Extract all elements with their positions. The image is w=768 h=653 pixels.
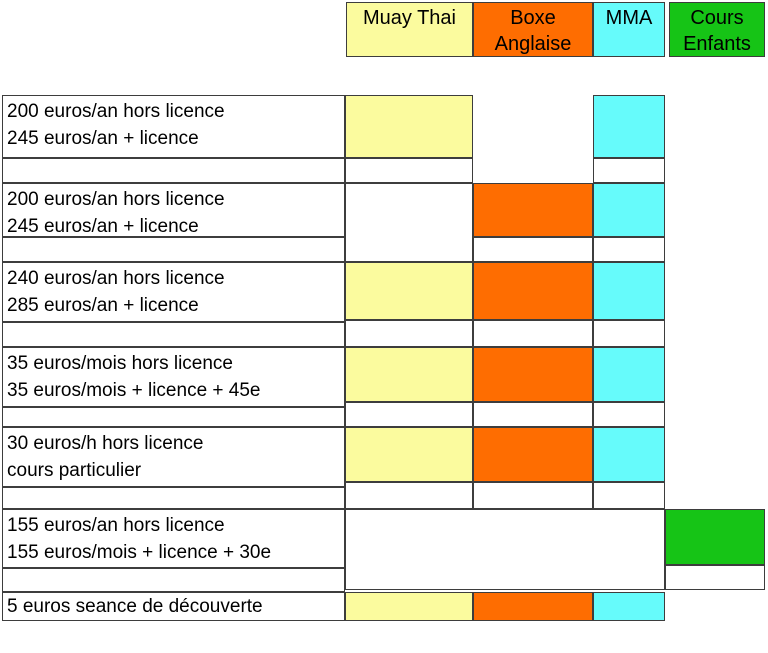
cell-r4-muay-thai [345, 347, 473, 402]
cell-s4-muay-thai [345, 402, 473, 427]
header-mma-label: MMA [605, 7, 653, 29]
price-line: 200 euros/an hors licence [7, 101, 225, 122]
spacer-row-5 [2, 487, 345, 509]
cell-r5-boxe-anglaise [473, 427, 593, 482]
cell-r6-merged-empty [345, 509, 665, 590]
cell-s5-mma [593, 482, 665, 509]
price-row-4: 35 euros/mois hors licence 35 euros/mois… [2, 347, 345, 407]
spacer-row-6 [2, 568, 345, 592]
price-line: 245 euros/an + licence [7, 216, 199, 237]
header-muay-thai-label: Muay Thai [362, 7, 456, 29]
header-boxe-anglaise: Boxe Anglaise [473, 2, 593, 57]
header-mma: MMA [593, 2, 665, 57]
price-line: 245 euros/an + licence [7, 128, 199, 149]
cell-s3-boxe-anglaise [473, 320, 593, 347]
price-line: 35 euros/mois hors licence [7, 353, 233, 374]
price-row-3: 240 euros/an hors licence 285 euros/an +… [2, 262, 345, 322]
price-row-5: 30 euros/h hors licence cours particulie… [2, 427, 345, 487]
price-line: 285 euros/an + licence [7, 295, 199, 316]
price-line: 240 euros/an hors licence [7, 268, 225, 289]
cell-s1-mma [593, 158, 665, 183]
cell-s4-boxe-anglaise [473, 402, 593, 427]
header-cours-enfants: Cours Enfants [669, 2, 765, 57]
cell-s6-cours-enfants [665, 565, 765, 590]
cell-r2-boxe-anglaise [473, 183, 593, 237]
cell-r2-muay-thai-empty [345, 183, 473, 262]
cell-s2-boxe-anglaise [473, 237, 593, 262]
cell-s1-muay-thai [345, 158, 473, 183]
cell-s3-mma [593, 320, 665, 347]
price-row-6: 155 euros/an hors licence 155 euros/mois… [2, 509, 345, 568]
cell-r2-mma [593, 183, 665, 237]
spacer-row-4 [2, 407, 345, 427]
cell-r3-mma [593, 262, 665, 320]
header-cours-enfants-label: Cours Enfants [683, 7, 751, 55]
spacer-row-1 [2, 158, 345, 183]
price-line: 30 euros/h hors licence [7, 433, 204, 454]
cell-r3-muay-thai [345, 262, 473, 320]
cell-s5-muay-thai [345, 482, 473, 509]
cell-r5-mma [593, 427, 665, 482]
cell-r3-boxe-anglaise [473, 262, 593, 320]
cell-r7-muay-thai [345, 592, 473, 621]
header-muay-thai: Muay Thai [346, 2, 473, 57]
cell-r7-mma [593, 592, 665, 621]
price-row-1: 200 euros/an hors licence 245 euros/an +… [2, 95, 345, 158]
price-row-7: 5 euros seance de découverte [2, 592, 345, 621]
price-line: 155 euros/mois + licence + 30e [7, 542, 272, 563]
cell-s5-boxe-anglaise [473, 482, 593, 509]
spacer-row-2 [2, 237, 345, 262]
price-row-2: 200 euros/an hors licence 245 euros/an +… [2, 183, 345, 237]
price-line: 35 euros/mois + licence + 45e [7, 380, 261, 401]
price-line: 155 euros/an hors licence [7, 515, 225, 536]
cell-r5-muay-thai [345, 427, 473, 482]
cell-s3-muay-thai [345, 320, 473, 347]
price-line: 5 euros seance de découverte [7, 596, 263, 617]
cell-r4-mma [593, 347, 665, 402]
cell-s2-mma [593, 237, 665, 262]
cell-r7-boxe-anglaise [473, 592, 593, 621]
spacer-row-3 [2, 322, 345, 347]
price-line: 200 euros/an hors licence [7, 189, 225, 210]
cell-r6-cours-enfants [665, 509, 765, 565]
cell-s4-mma [593, 402, 665, 427]
cell-r4-boxe-anglaise [473, 347, 593, 402]
cell-r1-mma [593, 95, 665, 158]
cell-r1-muay-thai [345, 95, 473, 158]
price-line: cours particulier [7, 460, 142, 481]
header-boxe-anglaise-label: Boxe Anglaise [494, 7, 572, 55]
